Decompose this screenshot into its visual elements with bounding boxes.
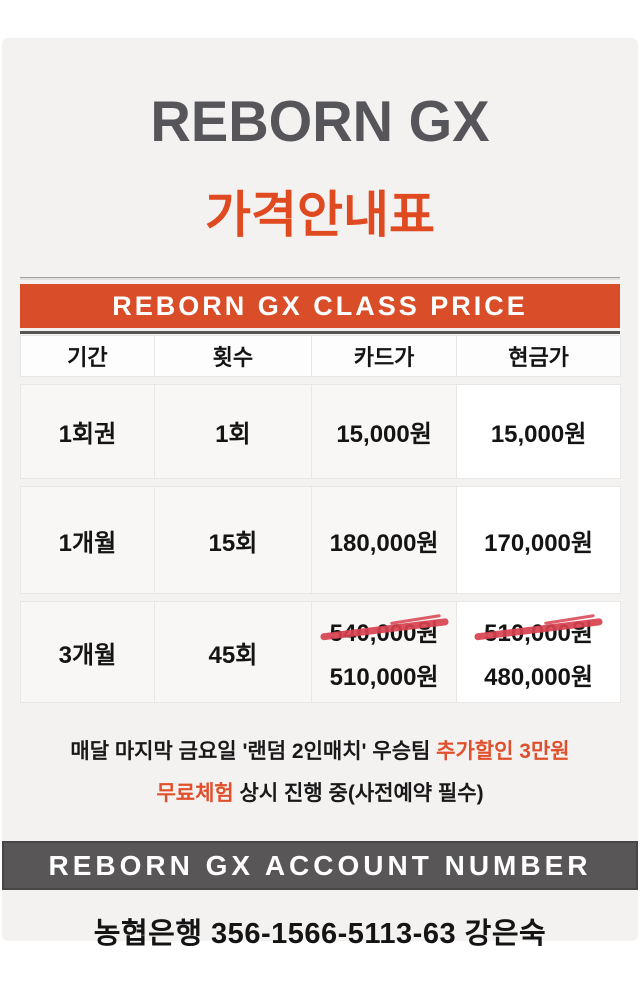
page-subtitle: 가격안내표 [205, 187, 435, 243]
header-count: 횟수 [153, 335, 312, 377]
cell-card-price: 540,000원 510,000원 [310, 601, 458, 703]
cell-period: 1개월 [20, 486, 155, 594]
table-header-row: 기간 횟수 카드가 현금가 [20, 335, 621, 377]
cell-card-price: 15,000원 [310, 384, 458, 479]
cell-count: 1회 [153, 384, 312, 479]
promo-text: 매달 마지막 금요일 '랜덤 2인매치' 우승팀 추가할인 3만원 무료체험 상… [2, 731, 638, 815]
cell-period: 1회권 [20, 384, 155, 479]
price-section: REBORN GX CLASS PRICE 기간 횟수 카드가 현금가 1회권 … [20, 277, 621, 703]
new-cash-price: 480,000원 [484, 663, 593, 691]
class-price-banner-label: REBORN GX CLASS PRICE [112, 290, 528, 321]
promo-line-2-highlight: 무료체험 [156, 782, 234, 805]
promo-line-1-highlight: 추가할인 3만원 [436, 740, 570, 763]
account-number-banner: REBORN GX ACCOUNT NUMBER [2, 841, 638, 890]
promo-line-1-text: 매달 마지막 금요일 '랜덤 2인매치' 우승팀 [70, 740, 437, 763]
new-card-price: 510,000원 [329, 663, 439, 691]
cell-cash-price: 510,000원 480,000원 [456, 601, 621, 703]
header-period: 기간 [20, 335, 155, 377]
cell-period: 3개월 [20, 601, 155, 703]
poster-panel: REBORN GX 가격안내표 REBORN GX CLASS PRICE 기간… [2, 38, 638, 950]
table-row: 1회권 1회 15,000원 15,000원 [20, 384, 621, 479]
promo-line-2-text: 상시 진행 중(사전예약 필수) [233, 782, 484, 805]
cell-cash-price: 15,000원 [456, 384, 621, 479]
header-card-price: 카드가 [310, 335, 458, 377]
promo-line-2: 무료체험 상시 진행 중(사전예약 필수) [2, 773, 638, 815]
account-number-banner-label: REBORN GX ACCOUNT NUMBER [48, 849, 592, 881]
old-cash-price-struck: 510,000원 [482, 613, 595, 648]
old-card-price-struck: 540,000원 [328, 613, 441, 648]
divider-banner-bottom [20, 331, 620, 334]
promo-line-1: 매달 마지막 금요일 '랜덤 2인매치' 우승팀 추가할인 3만원 [2, 731, 638, 773]
class-price-banner: REBORN GX CLASS PRICE [20, 284, 620, 328]
header-cash-price: 현금가 [456, 335, 621, 377]
page-title: REBORN GX [150, 88, 490, 154]
cell-count: 45회 [153, 601, 312, 703]
divider-top [20, 277, 620, 280]
cell-card-price: 180,000원 [310, 486, 458, 594]
bank-account-number: 농협은행 356-1566-5113-63 강은숙 [93, 918, 547, 950]
price-table: 기간 횟수 카드가 현금가 1회권 1회 15,000원 15,000원 1개월… [20, 335, 621, 703]
cell-count: 15회 [153, 486, 312, 594]
cell-cash-price: 170,000원 [456, 486, 621, 594]
table-row: 1개월 15회 180,000원 170,000원 [20, 486, 621, 594]
table-row: 3개월 45회 540,000원 510,000원 510,000원 480,0… [20, 601, 621, 703]
